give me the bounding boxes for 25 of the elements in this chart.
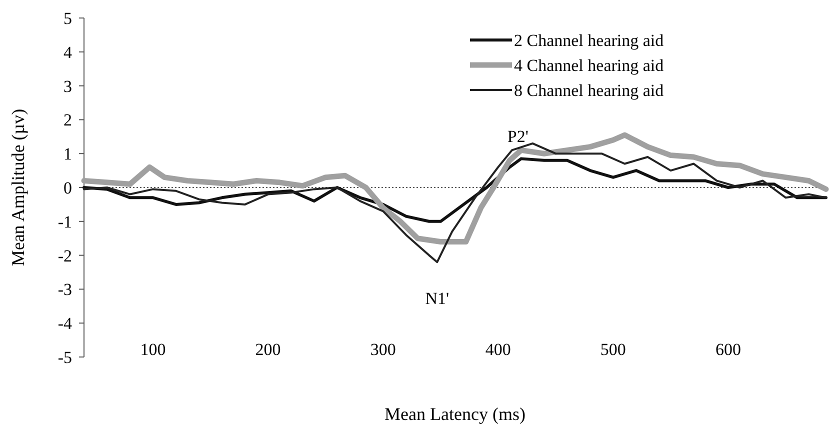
y-tick-label: -5 <box>58 348 72 367</box>
y-tick-label: 0 <box>64 178 72 198</box>
annotation: N1' <box>425 289 450 308</box>
x-tick-label: 100 <box>140 340 166 359</box>
x-tick-label: 200 <box>255 340 281 359</box>
x-tick-label: 400 <box>485 340 511 359</box>
y-tick-label: 5 <box>64 8 72 28</box>
legend-label: 8 Channel hearing aid <box>514 80 664 100</box>
y-tick-label: 3 <box>64 76 72 96</box>
y-tick-label: -1 <box>58 212 72 232</box>
annotation: P2' <box>507 127 528 146</box>
x-axis-title: Mean Latency (ms) <box>384 404 526 424</box>
x-tick-label: 500 <box>600 340 626 359</box>
y-tick-label: 4 <box>64 42 72 62</box>
y-tick-label: 2 <box>64 110 72 130</box>
x-tick-label: 600 <box>715 340 741 359</box>
y-tick-label: -2 <box>58 246 72 266</box>
x-tick-label: 300 <box>370 340 396 359</box>
y-axis-title: Mean Amplitude (µv) <box>8 108 28 266</box>
y-tick-label: -4 <box>58 314 72 334</box>
legend-label: 4 Channel hearing aid <box>514 56 664 75</box>
line-series <box>83 142 827 264</box>
legend-label: 2 Channel hearing aid <box>514 30 664 50</box>
y-tick-label: -3 <box>58 280 72 300</box>
y-tick-label: 1 <box>64 144 72 164</box>
